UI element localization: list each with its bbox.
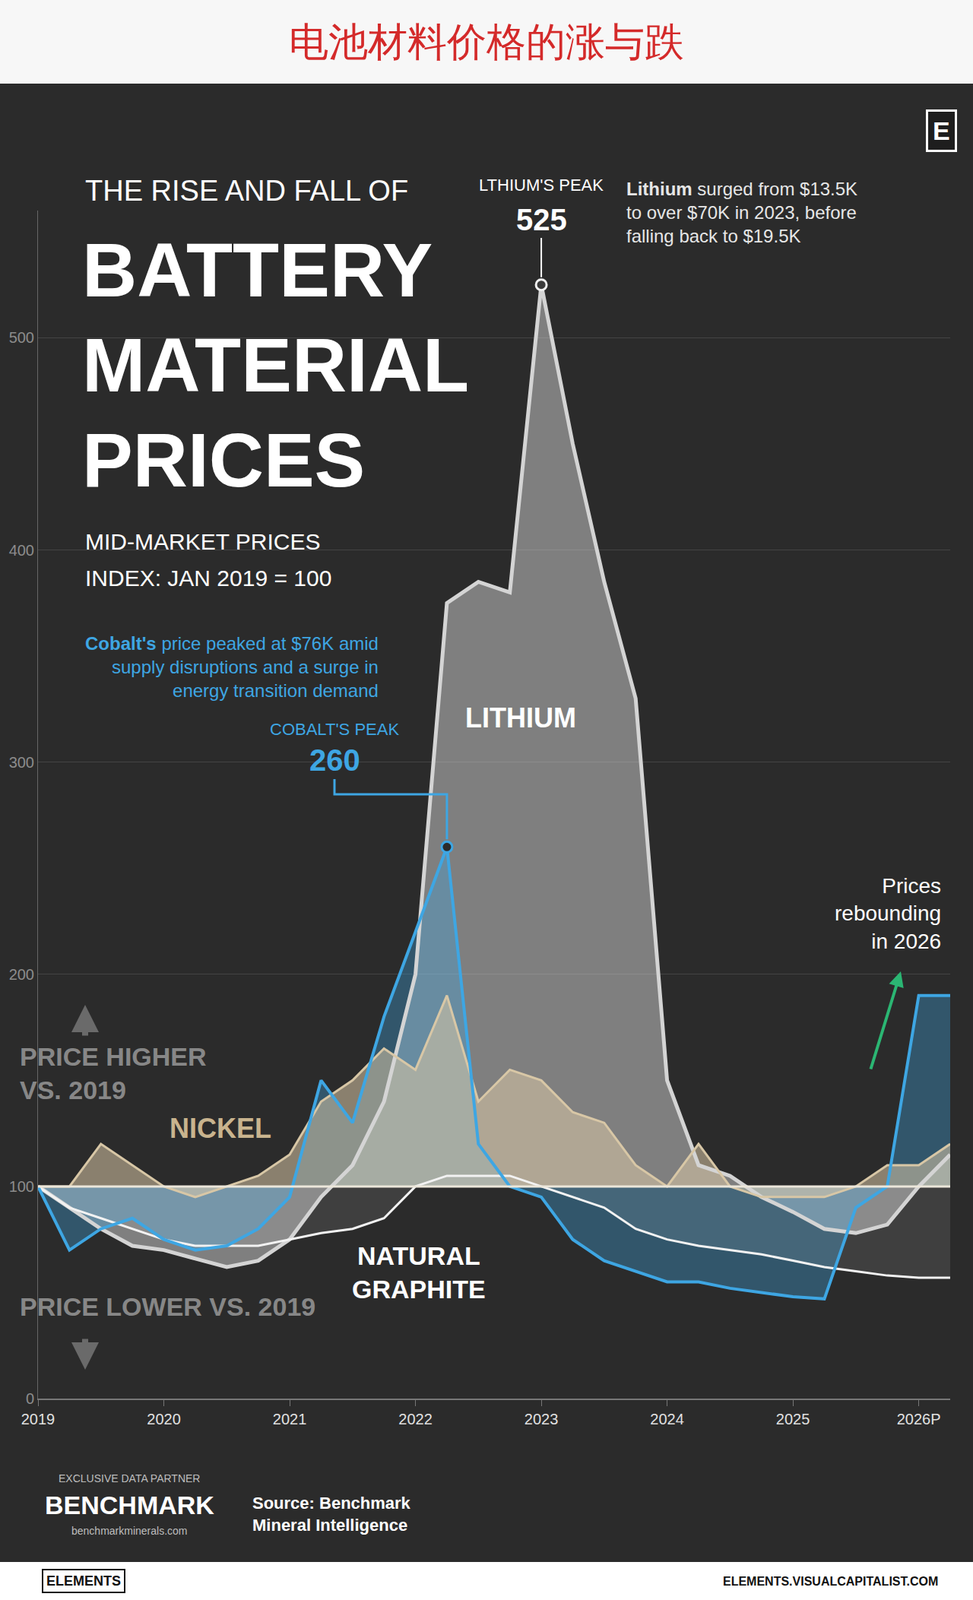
svg-text:E: E	[932, 116, 951, 146]
svg-text:2025: 2025	[776, 1410, 811, 1428]
svg-text:2022: 2022	[398, 1410, 433, 1428]
svg-text:MATERIAL: MATERIAL	[82, 322, 470, 408]
svg-text:500: 500	[9, 329, 35, 346]
svg-text:PRICE LOWER VS. 2019: PRICE LOWER VS. 2019	[19, 1292, 316, 1322]
svg-text:260: 260	[309, 743, 361, 777]
svg-text:BATTERY: BATTERY	[82, 227, 433, 313]
svg-text:COBALT'S PEAK: COBALT'S PEAK	[269, 719, 400, 739]
svg-text:LITHIUM: LITHIUM	[465, 702, 577, 734]
svg-text:benchmarkminerals.com: benchmarkminerals.com	[71, 1524, 188, 1538]
svg-text:525: 525	[516, 202, 568, 237]
svg-text:0: 0	[25, 1390, 35, 1408]
svg-text:Cobalt's price peaked at $76K: Cobalt's price peaked at $76K amidsupply…	[85, 633, 379, 701]
svg-text:ELEMENTS.VISUALCAPITALIST.COM: ELEMENTS.VISUALCAPITALIST.COM	[722, 1575, 939, 1588]
svg-text:Pricesreboundingin 2026: Pricesreboundingin 2026	[834, 874, 942, 954]
svg-text:LTHIUM'S PEAK: LTHIUM'S PEAK	[478, 175, 604, 195]
svg-text:MID-MARKET PRICES: MID-MARKET PRICES	[85, 529, 321, 555]
svg-text:Source: BenchmarkMineral Intel: Source: BenchmarkMineral Intelligence	[252, 1493, 412, 1535]
svg-text:2020: 2020	[146, 1410, 181, 1428]
svg-text:BENCHMARK: BENCHMARK	[44, 1490, 215, 1520]
svg-text:2026P: 2026P	[896, 1410, 942, 1428]
svg-text:NATURALGRAPHITE: NATURALGRAPHITE	[351, 1241, 486, 1304]
svg-text:2023: 2023	[524, 1410, 559, 1428]
svg-text:INDEX: JAN 2019 = 100: INDEX: JAN 2019 = 100	[85, 565, 332, 591]
svg-text:2024: 2024	[649, 1410, 685, 1428]
svg-text:PRICES: PRICES	[82, 417, 365, 503]
svg-text:300: 300	[9, 754, 35, 771]
svg-text:100: 100	[9, 1178, 35, 1195]
svg-text:ELEMENTS: ELEMENTS	[46, 1573, 121, 1589]
svg-text:2021: 2021	[272, 1410, 308, 1428]
svg-text:400: 400	[9, 541, 35, 559]
svg-text:200: 200	[9, 966, 35, 983]
svg-text:2019: 2019	[21, 1410, 56, 1428]
html-text:电池材料价格的涨与跌: 电池材料价格的涨与跌	[288, 19, 685, 64]
svg-text:NICKEL: NICKEL	[169, 1112, 272, 1145]
svg-text:THE RISE AND FALL OF: THE RISE AND FALL OF	[85, 174, 409, 207]
svg-text:EXCLUSIVE DATA PARTNER: EXCLUSIVE DATA PARTNER	[58, 1472, 200, 1485]
svg-text:PRICE HIGHERVS. 2019: PRICE HIGHERVS. 2019	[19, 1042, 207, 1105]
svg-text:Lithium surged from $13.5Kto o: Lithium surged from $13.5Kto over $70K i…	[626, 178, 858, 247]
